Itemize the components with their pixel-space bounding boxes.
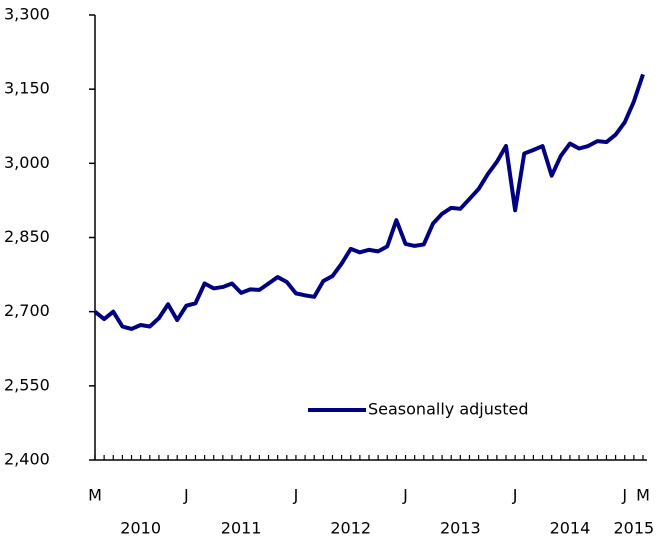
x-tick-label: M [636, 486, 650, 505]
x-tick-label: M [88, 486, 102, 505]
y-tick-label: 2,700 [4, 301, 50, 320]
data-line [93, 73, 645, 331]
x-tick-label: J [183, 486, 189, 505]
year-label: 2015 [614, 519, 655, 538]
x-tick-label: J [293, 486, 299, 505]
y-tick-label: 3,000 [4, 153, 50, 172]
year-label: 2010 [120, 519, 161, 538]
year-label: 2011 [221, 519, 262, 538]
y-tick-label: 2,400 [4, 450, 50, 469]
y-tick-label: 2,850 [4, 227, 50, 246]
y-tick-label: 2,550 [4, 375, 50, 394]
year-label: 2013 [440, 519, 481, 538]
legend-label: Seasonally adjusted [368, 400, 528, 419]
y-tick-label: 3,150 [4, 79, 50, 98]
x-tick-label: J [621, 486, 627, 505]
y-tick-label: 3,300 [4, 5, 50, 24]
year-label: 2012 [330, 519, 371, 538]
x-tick-label: J [512, 486, 518, 505]
x-tick-label: J [402, 486, 408, 505]
year-label: 2014 [550, 519, 591, 538]
